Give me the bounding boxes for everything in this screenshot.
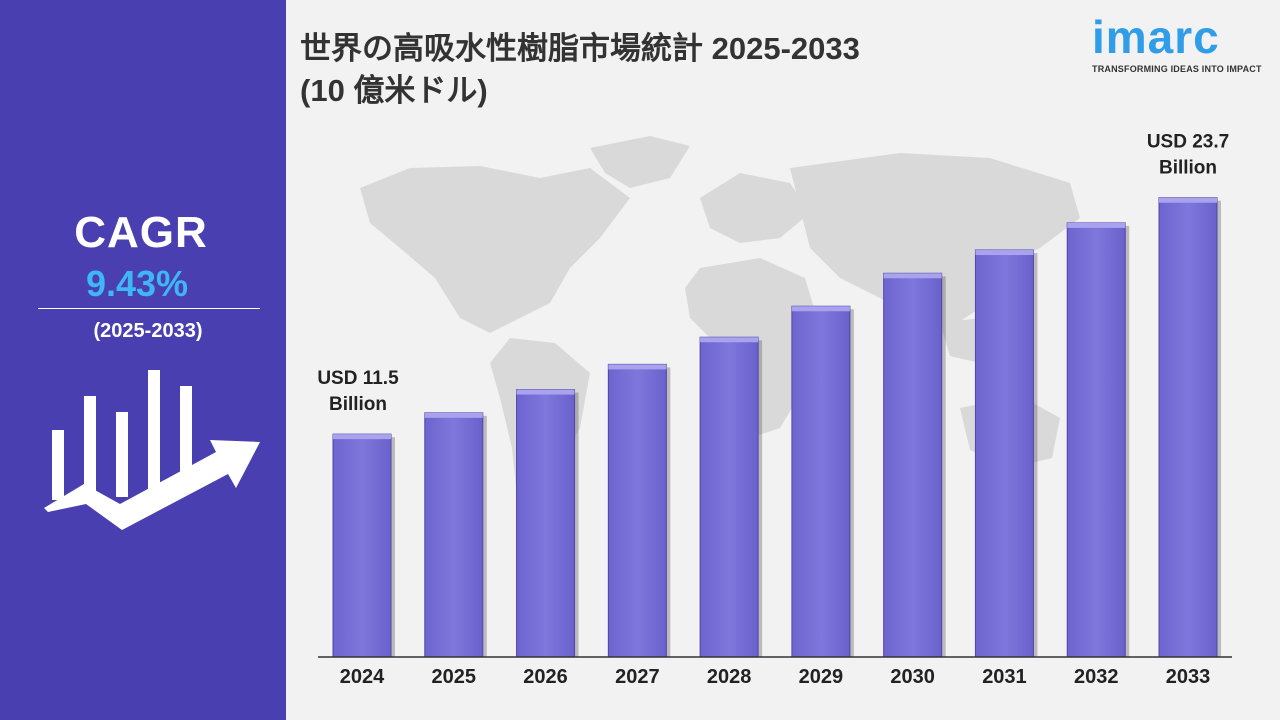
panel-divider xyxy=(286,0,296,720)
page-title: 世界の高吸水性樹脂市場統計 2025-2033 (10 億米ドル) xyxy=(300,28,860,112)
logo-tagline: TRANSFORMING IDEAS INTO IMPACT xyxy=(1092,64,1262,74)
logo-wordmark: imarc xyxy=(1092,11,1220,63)
cagr-value: 9.43% xyxy=(85,263,189,304)
bar-top-2027 xyxy=(608,364,667,370)
x-tick-label-2027: 2027 xyxy=(615,666,660,688)
bar-2024 xyxy=(332,433,392,658)
bar-top-2025 xyxy=(424,412,483,418)
x-tick-label-2030: 2030 xyxy=(890,666,935,688)
x-tick-label-2032: 2032 xyxy=(1074,666,1119,688)
data-label-2024-unit: Billion xyxy=(329,394,387,415)
x-tick-label-2028: 2028 xyxy=(707,666,752,688)
bar-top-2024 xyxy=(333,434,391,440)
cagr-divider xyxy=(38,308,260,309)
bar-2031 xyxy=(974,249,1034,658)
title-line-2: (10 億米ドル) xyxy=(300,73,488,108)
bar-top-2030 xyxy=(883,273,942,279)
x-tick-label-2025: 2025 xyxy=(432,666,477,688)
growth-chart-arrow-icon xyxy=(44,370,260,530)
bar-2027 xyxy=(607,363,667,658)
data-label-2033-value: USD 23.7 xyxy=(1147,132,1229,153)
x-tick-label-2033: 2033 xyxy=(1166,666,1211,688)
sidebar-panel: CAGR 9.43% (2025-2033) xyxy=(0,0,286,720)
bar-top-2028 xyxy=(700,337,759,343)
bar-top-2031 xyxy=(975,250,1034,256)
bar-2026 xyxy=(516,389,576,658)
data-label-2024-value: USD 11.5 xyxy=(317,368,399,389)
x-tick-label-2031: 2031 xyxy=(982,666,1027,688)
x-tick-label-2026: 2026 xyxy=(523,666,568,688)
title-line-1: 世界の高吸水性樹脂市場統計 2025-2033 xyxy=(300,31,860,66)
cagr-period: (2025-2033) xyxy=(93,320,203,342)
imarc-logo: imarc TRANSFORMING IDEAS INTO IMPACT xyxy=(1092,10,1268,74)
bar-top-2032 xyxy=(1067,222,1126,228)
x-tick-label-2024: 2024 xyxy=(340,666,385,688)
bar-2029 xyxy=(791,305,851,658)
bar-2028 xyxy=(699,336,759,658)
bar-2032 xyxy=(1066,222,1126,658)
bar-top-2026 xyxy=(516,389,575,395)
bar-2033 xyxy=(1158,197,1218,658)
cagr-label: CAGR xyxy=(74,208,208,257)
x-tick-label-2029: 2029 xyxy=(799,666,844,688)
data-label-2033-unit: Billion xyxy=(1159,158,1217,179)
bar-2030 xyxy=(883,272,943,658)
bar-top-2033 xyxy=(1159,197,1217,203)
bar-2025 xyxy=(424,412,484,658)
bar-top-2029 xyxy=(791,306,850,312)
